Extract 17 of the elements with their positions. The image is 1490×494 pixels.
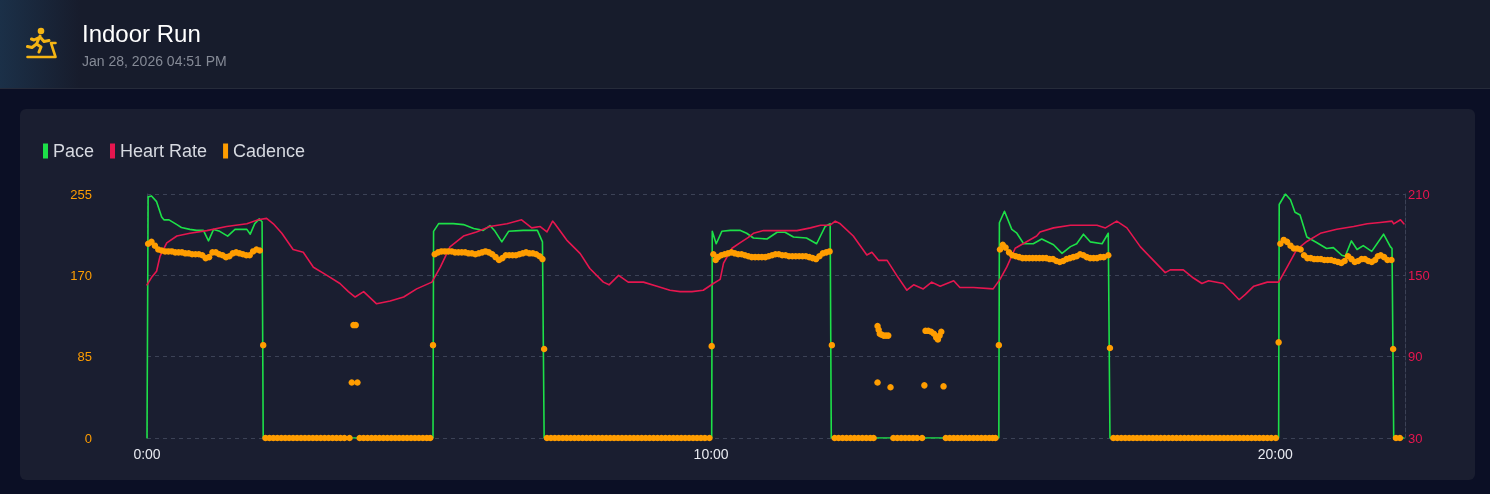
y2-tick-label: 150 <box>1408 267 1430 283</box>
x-tick-label: 10:00 <box>693 446 729 462</box>
y-tick-label: 170 <box>70 267 92 283</box>
y2-tick-label: 210 <box>1408 186 1430 202</box>
chart-title: Indoor Run <box>82 19 201 48</box>
y-tick-label: 255 <box>70 186 92 202</box>
y2-tick-label: 30 <box>1408 430 1423 446</box>
y-tick-label: 85 <box>77 349 92 365</box>
legend-label: Heart Rate <box>120 141 208 161</box>
legend-label: Cadence <box>233 141 306 161</box>
x-tick-label: 0:00 <box>133 446 161 462</box>
y2-tick-label: 90 <box>1408 349 1423 365</box>
legend-label: Pace <box>53 141 95 161</box>
x-tick-label: 20:00 <box>1257 446 1293 462</box>
chart-subtitle: Jan 28, 2026 04:51 PM <box>82 53 227 70</box>
y-tick-label: 0 <box>84 430 92 446</box>
line-series <box>146 217 1405 305</box>
